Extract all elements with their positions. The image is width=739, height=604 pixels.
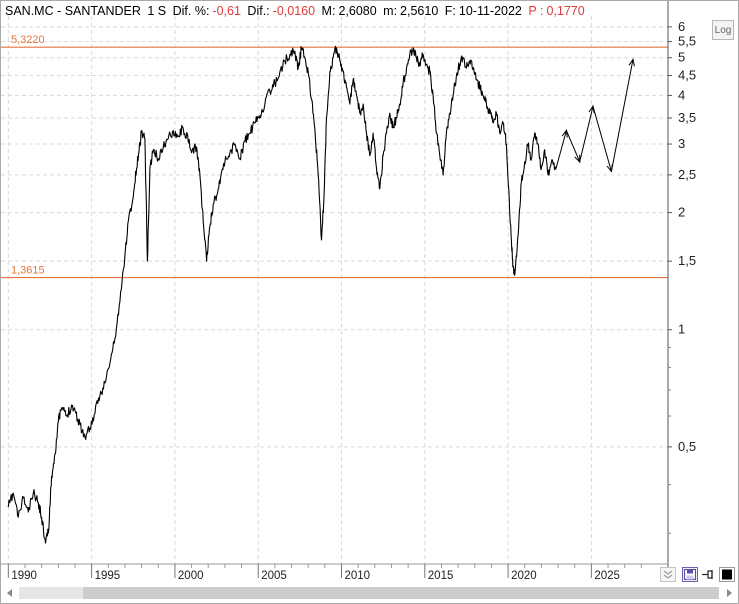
y-tick-label: 2,5 xyxy=(678,167,696,182)
reference-line-label: 5,3220 xyxy=(11,34,45,46)
reference-line-label: 1,3615 xyxy=(11,265,45,277)
projection-line xyxy=(555,59,634,172)
color-button[interactable] xyxy=(719,567,735,582)
ticker-label: SAN.MC - SANTANDER xyxy=(5,4,141,18)
x-tick-label: 2005 xyxy=(261,570,287,582)
axes: 65,55 4,5 4 3,5 3 2,5 2 1,5 1 0,5 1990 1995 2000 2005… xyxy=(1,1,696,582)
projection-arrowhead xyxy=(606,164,613,173)
dif-pct-label: Dif. %: xyxy=(172,4,210,18)
log-scale-button[interactable]: Log xyxy=(712,20,734,40)
y-tick-label: 4,5 xyxy=(678,68,696,83)
p-value: 0,1770 xyxy=(546,4,585,18)
scroll-thumb[interactable] xyxy=(83,587,719,599)
price-line xyxy=(7,45,557,544)
period-label: 1 S xyxy=(147,4,167,18)
x-tick-label: 2000 xyxy=(178,570,204,582)
y-tick-label: 6 xyxy=(678,19,685,34)
collapse-button[interactable] xyxy=(660,567,676,582)
y-tick-label: 3,5 xyxy=(678,110,696,125)
y-tick-label: 5 xyxy=(678,50,685,65)
scroll-right-icon xyxy=(727,589,732,597)
pin-button[interactable] xyxy=(700,567,716,582)
scroll-left-button[interactable] xyxy=(3,586,17,600)
dif-value: -0,0160 xyxy=(272,4,316,18)
min-label: m: xyxy=(383,4,398,18)
price-series xyxy=(7,45,635,544)
color-icon xyxy=(722,569,732,580)
y-tick-label: 3 xyxy=(678,136,685,151)
scroll-right-button[interactable] xyxy=(722,586,736,600)
save-icon xyxy=(683,568,697,581)
projection-arrowhead xyxy=(574,154,581,163)
dif-pct-value: -0,61 xyxy=(212,4,241,18)
projection-arrowhead xyxy=(588,105,595,114)
x-tick-label: 1990 xyxy=(11,570,37,582)
date-label: F: xyxy=(444,4,456,18)
y-tick-label: 1 xyxy=(678,322,685,337)
save-button[interactable] xyxy=(682,567,698,582)
x-tick-label: 2025 xyxy=(594,570,620,582)
dif-label: Dif.: xyxy=(247,4,270,18)
chart-header: SAN.MC - SANTANDER 1 S Dif. %: -0,61 Dif.… xyxy=(5,3,588,19)
reference-lines: 5,3220 1,3615 xyxy=(1,34,668,279)
collapse-icon xyxy=(663,570,673,579)
scroll-left-icon xyxy=(7,589,12,597)
pin-icon xyxy=(702,570,713,579)
projection-arrowhead xyxy=(628,58,635,67)
date-value: 10-11-2022 xyxy=(458,4,522,18)
x-tick-label: 1995 xyxy=(95,570,121,582)
x-tick-label: 2020 xyxy=(511,570,537,582)
max-value: 2,6080 xyxy=(338,4,377,18)
y-tick-label: 0,5 xyxy=(678,439,696,454)
scrollbar xyxy=(1,583,738,603)
y-tick-label: 4 xyxy=(678,87,685,102)
y-tick-label: 1,5 xyxy=(678,253,696,268)
x-tick-label: 2010 xyxy=(344,570,370,582)
projection-arrowhead xyxy=(561,129,568,138)
x-tick-label: 2015 xyxy=(428,570,454,582)
y-tick-label: 5,5 xyxy=(678,34,696,49)
p-label: P : xyxy=(528,4,544,18)
max-label: M: xyxy=(321,4,336,18)
grid xyxy=(1,16,668,564)
min-value: 2,5610 xyxy=(400,4,439,18)
y-tick-label: 2 xyxy=(678,205,685,220)
